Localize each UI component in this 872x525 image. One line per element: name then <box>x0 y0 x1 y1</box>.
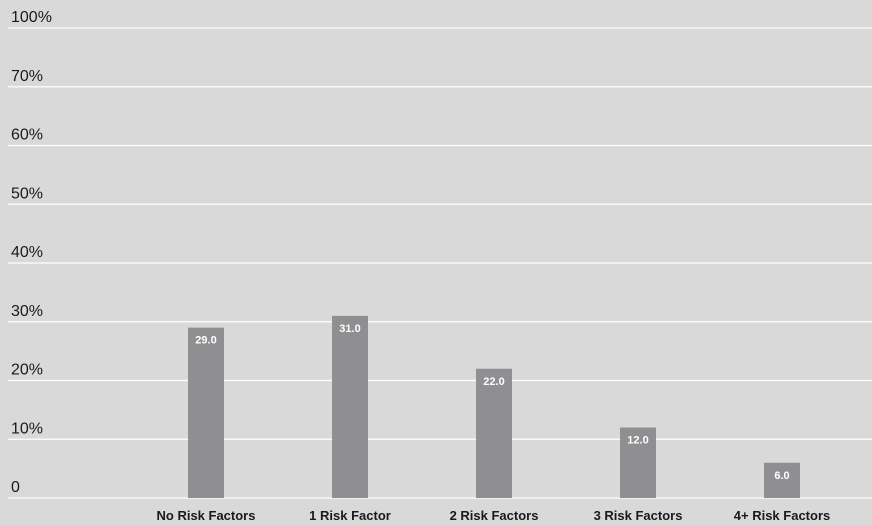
bar-value-label: 31.0 <box>339 323 360 335</box>
y-tick-label: 20% <box>11 362 43 379</box>
y-tick-label: 100% <box>11 9 52 26</box>
bar <box>476 368 512 498</box>
y-tick-label: 70% <box>11 68 43 85</box>
y-tick-label: 40% <box>11 244 43 261</box>
bar-value-label: 22.0 <box>483 376 504 388</box>
bar-value-labels: 29.0 31.0 22.0 12.0 6.0 <box>195 323 789 482</box>
bar-value-label: 12.0 <box>627 435 648 447</box>
x-category-label: 3 Risk Factors <box>594 508 683 523</box>
y-tick-label: 10% <box>11 420 43 437</box>
x-category-label: No Risk Factors <box>157 508 256 523</box>
bar <box>764 462 800 498</box>
x-category-label: 4+ Risk Factors <box>734 508 830 523</box>
x-axis-category-labels: No Risk Factors 1 Risk Factor 2 Risk Facto… <box>157 508 831 523</box>
y-tick-label: 0 <box>11 479 20 496</box>
bar <box>332 315 368 498</box>
y-axis-tick-labels: 0 10% 20% 30% 40% 50% 60% 70% 100% <box>11 9 52 496</box>
x-category-label: 2 Risk Factors <box>450 508 539 523</box>
y-tick-label: 60% <box>11 127 43 144</box>
y-tick-label: 30% <box>11 303 43 320</box>
bar-value-label: 29.0 <box>195 335 216 347</box>
bar <box>188 327 224 498</box>
bars <box>188 315 800 498</box>
y-tick-label: 50% <box>11 185 43 202</box>
bar-value-label: 6.0 <box>774 470 789 482</box>
bar <box>620 427 656 498</box>
grid-lines <box>8 27 872 499</box>
x-category-label: 1 Risk Factor <box>309 508 391 523</box>
